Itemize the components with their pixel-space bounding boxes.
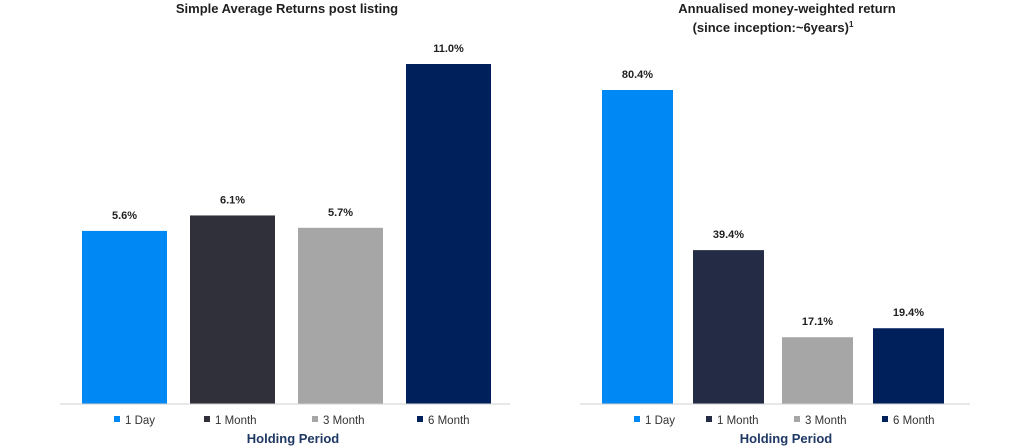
right-legend-label-3-month: 3 Month xyxy=(805,415,847,427)
right-chart-title: Annualised money-weighted return xyxy=(678,1,895,16)
right-legend-label-6-month: 6 Month xyxy=(893,415,935,427)
left-legend-label-1-day: 1 Day xyxy=(125,415,155,427)
right-legend-swatch-1-month xyxy=(706,416,712,422)
right-bar-3-month xyxy=(782,337,853,404)
left-legend-swatch-1-month xyxy=(204,416,210,422)
left-chart-title: Simple Average Returns post listing xyxy=(176,1,398,16)
left-legend-swatch-3-month xyxy=(312,416,318,422)
left-data-label-6-month: 11.0% xyxy=(433,43,464,55)
right-chart: Annualised money-weighted return (since … xyxy=(580,1,970,446)
right-bar-6-month xyxy=(873,328,944,404)
left-legend-label-3-month: 3 Month xyxy=(323,415,365,427)
right-chart-subtitle-footnote: 1 xyxy=(849,20,854,29)
right-legend-swatch-3-month xyxy=(794,416,800,422)
left-bar-1-day xyxy=(82,230,167,404)
left-chart: Simple Average Returns post listing 5.6%… xyxy=(60,1,510,446)
left-data-label-3-month: 5.7% xyxy=(328,207,353,219)
left-bar-1-month xyxy=(190,215,275,404)
right-bar-1-month xyxy=(693,250,764,404)
right-legend-swatch-1-day xyxy=(634,416,640,422)
right-data-label-6-month: 19.4% xyxy=(893,307,924,319)
right-bar-1-day xyxy=(602,90,673,404)
left-bar-3-month xyxy=(298,227,383,404)
right-data-label-1-day: 80.4% xyxy=(622,69,653,81)
right-legend-label-1-day: 1 Day xyxy=(645,415,675,427)
right-bars: 80.4% 39.4% 17.1% 19.4% xyxy=(602,69,944,404)
left-legend-swatch-6-month xyxy=(417,416,423,422)
left-bar-6-month xyxy=(406,64,491,404)
right-chart-subtitle-text: (since inception:~6years) xyxy=(693,20,849,35)
right-data-label-3-month: 17.1% xyxy=(802,316,833,328)
right-legend: 1 Day 1 Month 3 Month 6 Month xyxy=(634,415,935,427)
right-legend-label-1-month: 1 Month xyxy=(717,415,759,427)
left-legend: 1 Day 1 Month 3 Month 6 Month xyxy=(114,415,470,427)
left-bars: 5.6% 6.1% 5.7% 11.0% xyxy=(82,43,491,404)
left-x-axis-label: Holding Period xyxy=(247,431,340,446)
left-legend-label-1-month: 1 Month xyxy=(215,415,257,427)
left-legend-swatch-1-day xyxy=(114,416,120,422)
left-data-label-1-day: 5.6% xyxy=(112,210,137,222)
right-data-label-1-month: 39.4% xyxy=(713,229,744,241)
right-x-axis-label: Holding Period xyxy=(740,431,833,446)
right-legend-swatch-6-month xyxy=(882,416,888,422)
left-legend-label-6-month: 6 Month xyxy=(428,415,470,427)
right-chart-subtitle: (since inception:~6years)1 xyxy=(693,20,854,35)
left-data-label-1-month: 6.1% xyxy=(220,194,245,206)
